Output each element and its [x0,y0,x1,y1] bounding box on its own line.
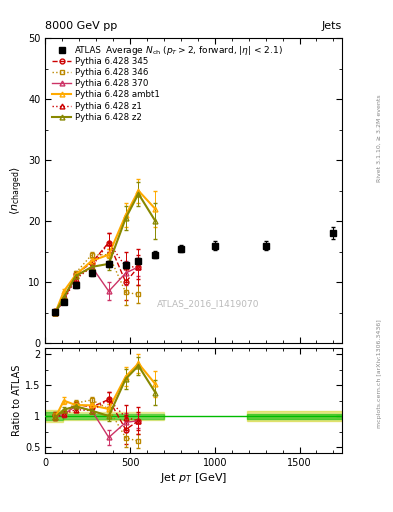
X-axis label: Jet $p_T$ [GeV]: Jet $p_T$ [GeV] [160,471,227,485]
Bar [247,414,342,418]
Y-axis label: $\langle n_\mathrm{charged} \rangle$: $\langle n_\mathrm{charged} \rangle$ [9,166,25,215]
Y-axis label: Ratio to ATLAS: Ratio to ATLAS [12,365,22,436]
Text: mcplots.cern.ch [arXiv:1306.3436]: mcplots.cern.ch [arXiv:1306.3436] [377,319,382,428]
Text: Jets: Jets [321,21,342,31]
Legend: ATLAS, Pythia 6.428 345, Pythia 6.428 346, Pythia 6.428 370, Pythia 6.428 ambt1,: ATLAS, Pythia 6.428 345, Pythia 6.428 34… [53,46,160,122]
Text: Rivet 3.1.10, ≥ 3.2M events: Rivet 3.1.10, ≥ 3.2M events [377,94,382,182]
Text: ATLAS_2016_I1419070: ATLAS_2016_I1419070 [157,299,260,308]
Bar [63,414,164,418]
Bar [45,410,63,422]
Text: 8000 GeV pp: 8000 GeV pp [45,21,118,31]
Bar [63,412,164,420]
Bar [45,412,63,420]
Bar [247,411,342,421]
Text: Average $N_\mathrm{ch}$ ($p_T$$>$2, forward, $|\eta|$ < 2.1): Average $N_\mathrm{ch}$ ($p_T$$>$2, forw… [105,45,283,57]
